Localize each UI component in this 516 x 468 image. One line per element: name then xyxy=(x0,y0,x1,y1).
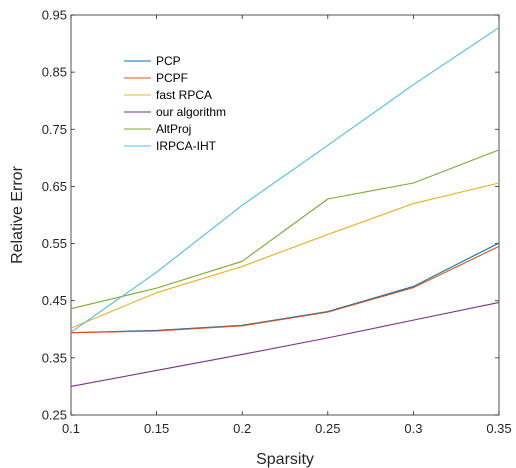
y-tick-label: 0.35 xyxy=(42,350,67,365)
legend: PCP PCPF fast RPCA our algorithm AltProj IRPC… xyxy=(124,54,226,153)
legend-label-fast-rpca: fast RPCA xyxy=(156,88,212,102)
x-tick-label: 0.2 xyxy=(233,421,251,436)
legend-label-irpca-iht: IRPCA-IHT xyxy=(156,139,217,153)
y-tick-label: 0.95 xyxy=(42,8,67,23)
axis-ticks: 0.1 0.15 0.2 0.25 0.3 0.35 0.25 0.35 0.45 0.55 0.6… xyxy=(42,8,512,437)
x-tick-label: 0.15 xyxy=(144,421,169,436)
x-tick-label: 0.25 xyxy=(315,421,340,436)
series-line-fast-rpca xyxy=(70,182,500,329)
y-tick-label: 0.65 xyxy=(42,179,67,194)
series-line-irpca-iht xyxy=(70,27,500,333)
series-line-pcpf xyxy=(70,245,500,334)
x-tick-label: 0.1 xyxy=(62,421,80,436)
legend-label-altproj: AltProj xyxy=(156,122,191,136)
legend-label-pcpf: PCPF xyxy=(156,71,188,85)
plot-area xyxy=(70,14,500,416)
y-tick-label: 0.75 xyxy=(42,122,67,137)
y-tick-label: 0.85 xyxy=(42,65,67,80)
y-axis-label: Relative Error xyxy=(9,165,26,263)
x-axis-label: Sparsity xyxy=(256,451,314,468)
series-line-altproj xyxy=(70,149,500,310)
x-tick-label: 0.3 xyxy=(404,421,422,436)
series-lines xyxy=(70,27,500,387)
legend-label-pcp: PCP xyxy=(156,54,181,68)
series-line-our-algorithm xyxy=(70,301,500,387)
y-tick-label: 0.25 xyxy=(42,408,67,423)
x-tick-label: 0.35 xyxy=(486,421,511,436)
y-tick-label: 0.55 xyxy=(42,236,67,251)
y-tick-label: 0.45 xyxy=(42,293,67,308)
legend-label-our-algorithm: our algorithm xyxy=(156,105,226,119)
